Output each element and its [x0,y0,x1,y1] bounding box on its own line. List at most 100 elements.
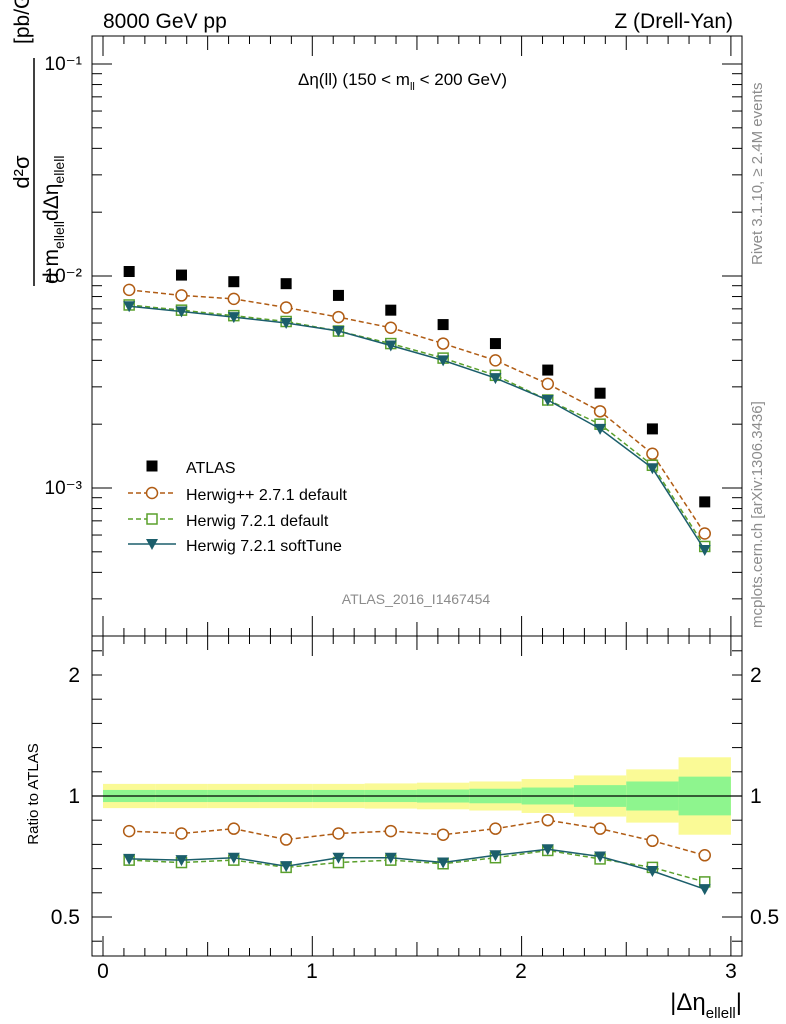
data-point-herwigpp-2-7-1-default [593,405,607,418]
data-point-atlas [646,423,658,435]
data-point-herwig-7-2-1-softtune [541,395,554,407]
ratio-point-herwigpp-2-7-1-default [489,822,502,835]
ratio-point-herwigpp-2-7-1-default [384,824,398,838]
mcplots-label: mcplots.cern.ch [arXiv:1306.3436] [749,401,766,628]
ratio-point-herwigpp-2-7-1-default [332,827,345,840]
ratio-point-herwigpp-2-7-1-default [698,849,711,862]
legend-symbol-atlas [146,460,158,472]
ratio-tick-label-left-0: 0.5 [51,906,80,929]
header-right: Z (Drell-Yan) [614,10,733,33]
ratio-point-herwig-7-2-1-softtune [594,851,607,863]
legend-marker-herwig-7-2-1-default [146,513,158,525]
ratio-axis-label: Ratio to ATLAS [25,743,42,844]
ratio-point-herwigpp-2-7-1-default [593,822,607,835]
x-tick-label-0: 0 [97,960,109,983]
ratio-point-herwigpp-2-7-1-default [541,813,555,827]
ratio-point-herwigpp-2-7-1-default [279,833,293,846]
data-point-herwig-7-2-1-softtune [437,355,450,367]
ratio-point-herwig-7-2-1-softtune [646,866,659,878]
ratio-point-herwig-7-2-1-softtune [437,857,450,869]
legend-label-herwig-721-softtune: Herwig 7.2.1 softTune [186,538,342,555]
data-point-atlas [489,338,501,350]
ratio-point-herwig-7-2-1-softtune [175,855,188,867]
legend-marker-herwigpp-2-7-1-default [145,486,159,500]
ratio-tick-label-right-2: 2 [750,664,762,687]
y-tick-label-0: 10⁻¹ [45,54,83,75]
y-tick-label-1: 10⁻² [45,266,83,287]
x-tick-label-2: 2 [515,960,527,983]
y-axis-label-unit: [pb/GeV] [11,0,34,44]
x-axis-ticks [102,36,732,956]
ratio-tick-label-left-1: 1 [68,785,80,808]
ratio-point-herwigpp-2-7-1-default [436,828,450,841]
x-tick-label-3: 3 [725,960,737,983]
data-point-herwig-7-2-1-softtune [489,373,502,385]
ratio-tick-label-right-1: 1 [750,785,762,808]
ratio-point-herwig-7-2-1-softtune [489,850,502,862]
data-point-herwig-7-2-1-softtune [175,306,188,318]
ratio-point-herwig-7-2-1-softtune [384,852,397,864]
main-series-group [122,266,711,556]
legend-marker-herwig-7-2-1-softtune [146,539,158,550]
ratio-line-herwig-7-2-1-default [129,849,705,883]
data-point-herwigpp-2-7-1-default [646,447,659,461]
data-point-atlas [385,304,397,316]
ratio-point-herwig-7-2-1-softtune [123,853,136,865]
ratio-line-herwig-7-2-1-softtune [129,848,705,890]
data-point-atlas [332,289,344,301]
x-tick-label-1: 1 [306,960,318,983]
data-point-herwigpp-2-7-1-default [698,527,711,540]
main-axis-ticks [92,63,742,600]
legend-symbol-herwig-721-default [128,513,176,525]
data-point-herwigpp-2-7-1-default [436,337,450,350]
data-point-herwig-7-2-1-softtune [698,544,711,556]
ratio-point-herwigpp-2-7-1-default [227,822,241,835]
legend-label-herwig-721-default: Herwig 7.2.1 default [186,513,329,530]
legend-marker-atlas [146,460,158,472]
data-point-herwigpp-2-7-1-default [384,321,398,335]
legend-symbol-herwigpp-271-default [128,486,176,500]
ratio-point-herwigpp-2-7-1-default [646,834,659,848]
ratio-point-herwig-7-2-1-softtune [280,861,293,873]
data-point-herwigpp-2-7-1-default [175,289,188,302]
ratio-line-herwigpp-2-7-1-default [129,819,705,857]
rivet-version-label: Rivet 3.1.10, ≥ 2.4M events [749,83,766,266]
data-point-atlas [437,319,449,331]
data-point-atlas [699,496,711,508]
legend-symbol-herwig-721-softtune [128,539,176,550]
legend-label-herwigpp-271-default: Herwig++ 2.7.1 default [186,487,348,504]
y-axis-label-numerator: d²σ [9,155,34,189]
data-point-herwig-7-2-1-softtune [280,318,293,330]
analysis-watermark: ATLAS_2016_I1467454 [342,591,491,607]
data-point-herwigpp-2-7-1-default [122,283,136,297]
data-point-atlas [228,276,240,288]
x-axis-label: |Δηellell| [670,989,742,1022]
series-line-herwig-7-2-1-softtune [129,305,706,551]
data-point-herwig-7-2-1-softtune [332,326,345,338]
legend-label-atlas: ATLAS [186,460,236,477]
data-point-herwig-7-2-1-softtune [227,312,240,324]
ratio-axis-ticks [92,650,742,942]
data-point-atlas [123,266,135,278]
data-point-herwigpp-2-7-1-default [489,354,502,367]
ratio-point-herwig-7-2-1-softtune [332,852,345,864]
y-axis-label-denominator: d mellelldΔηellell [40,156,67,284]
data-point-atlas [594,387,606,399]
data-point-herwig-7-2-1-softtune [646,463,659,475]
y-tick-label-2: 10⁻³ [45,478,83,499]
legend: ATLAS Herwig++ 2.7.1 default Herwig 7.2.… [128,460,348,555]
ratio-tick-label-left-2: 2 [68,664,80,687]
data-point-atlas [542,364,554,376]
data-point-atlas [280,278,292,290]
data-point-herwig-7-2-1-softtune [384,340,397,352]
ratio-series-group [122,813,711,896]
data-point-atlas [175,269,187,281]
ratio-point-herwig-7-2-1-softtune [698,884,711,896]
ratio-point-herwigpp-2-7-1-default [122,824,136,838]
header-left: 8000 GeV pp [103,10,227,33]
series-line-herwig-7-2-1-default [129,304,706,547]
y-axis-label: d²σ d mellelldΔηellell [pb/GeV] [9,0,67,286]
data-point-herwigpp-2-7-1-default [332,310,345,324]
data-point-herwig-7-2-1-softtune [123,301,136,313]
data-point-herwigpp-2-7-1-default [227,292,241,306]
